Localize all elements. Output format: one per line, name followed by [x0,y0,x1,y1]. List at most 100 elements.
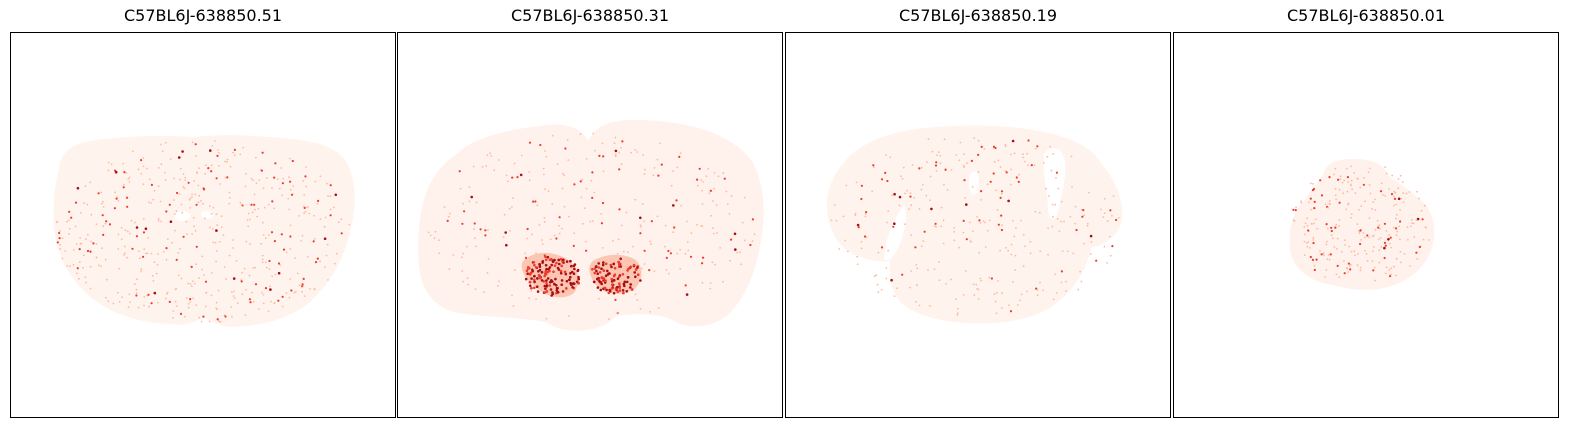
expression-dot [1374,198,1376,201]
expression-dot [524,277,528,281]
expression-dot [540,271,544,274]
expression-dot [544,263,548,267]
expression-dot [195,245,198,248]
section-image [53,135,355,327]
expression-dot [545,267,548,271]
expression-dot [128,176,131,179]
expression-dot [600,222,603,225]
expression-dot [884,171,887,174]
expression-dot [1371,235,1374,238]
expression-dot [860,197,863,201]
expression-dot [649,240,652,243]
expression-dot [891,194,893,197]
expression-dot [1423,204,1426,207]
expression-dot [317,199,320,202]
expression-dot [568,315,570,317]
expression-dot [675,199,678,202]
expression-dot [281,182,284,185]
panel-title: C57BL6J-638850.51 [123,6,283,25]
expression-dot [1416,190,1418,193]
expression-dot [175,305,178,308]
expression-dot [598,297,600,300]
expression-dot [989,180,992,183]
expression-dot [104,258,107,261]
expression-dot [893,295,896,297]
expression-dot [1373,266,1376,269]
expression-dot [1103,197,1106,200]
expression-dot [1380,246,1383,248]
expression-dot [1008,304,1010,307]
expression-dot [254,283,258,286]
expression-dot [302,180,305,182]
expression-dot [598,154,601,157]
expression-dot [643,249,646,252]
expression-dot [1103,245,1106,248]
expression-dot [1373,234,1375,237]
expression-dot [1374,209,1377,211]
expression-dot [1368,184,1371,186]
expression-dot [604,262,608,266]
expression-dot [1111,214,1113,217]
expression-dot [533,274,536,278]
expression-dot [1369,192,1372,195]
expression-dot [329,195,332,198]
expression-dot [123,254,125,256]
expression-dot [526,227,529,231]
expression-dot [1399,174,1402,177]
expression-dot [1306,224,1309,227]
expression-dot [1388,188,1390,191]
expression-dot [193,225,196,228]
expression-dot [601,247,604,249]
expression-dot [279,264,282,266]
expression-dot [463,210,466,213]
expression-dot [1383,256,1386,260]
expression-dot [920,166,923,169]
expression-dot [997,223,1000,226]
expression-dot [591,220,594,223]
expression-dot [257,207,260,210]
expression-dot [976,216,978,218]
expression-dot [612,240,614,242]
expression-dot [473,222,476,225]
expression-dot [156,263,159,266]
expression-dot [871,190,874,193]
expression-dot [614,136,617,139]
expression-dot [76,186,80,190]
expression-dot [231,315,233,318]
expression-dot [733,232,737,236]
expression-dot [184,315,186,318]
expression-dot [503,213,506,216]
expression-dot [920,245,923,248]
expression-dot [1347,181,1350,184]
expression-dot [197,184,200,187]
expression-dot [966,162,968,165]
expression-dot [629,283,632,286]
expression-dot [1343,260,1345,262]
expression-dot [889,156,892,159]
expression-dot [1326,240,1328,243]
expression-dot [545,290,549,293]
section-image [418,119,764,331]
expression-dot [1337,178,1340,181]
expression-dot [1379,227,1381,230]
expression-dot [1384,195,1386,197]
expression-dot [709,287,712,290]
expression-dot [613,142,616,145]
expression-dot [305,166,307,168]
expression-dot [556,291,560,294]
expression-dot [602,261,605,264]
expression-dot [1086,224,1089,227]
expression-dot [865,211,868,214]
expression-dot [536,277,539,280]
expression-dot [72,264,75,266]
expression-dot [1371,207,1373,210]
expression-dot [612,279,616,282]
expression-dot [1004,145,1007,148]
expression-dot [726,203,729,206]
expression-dot [446,219,449,222]
expression-dot [153,189,156,192]
expression-dot [68,210,71,213]
expression-dot [854,214,857,217]
expression-dot [129,232,131,235]
expression-dot [58,231,61,235]
